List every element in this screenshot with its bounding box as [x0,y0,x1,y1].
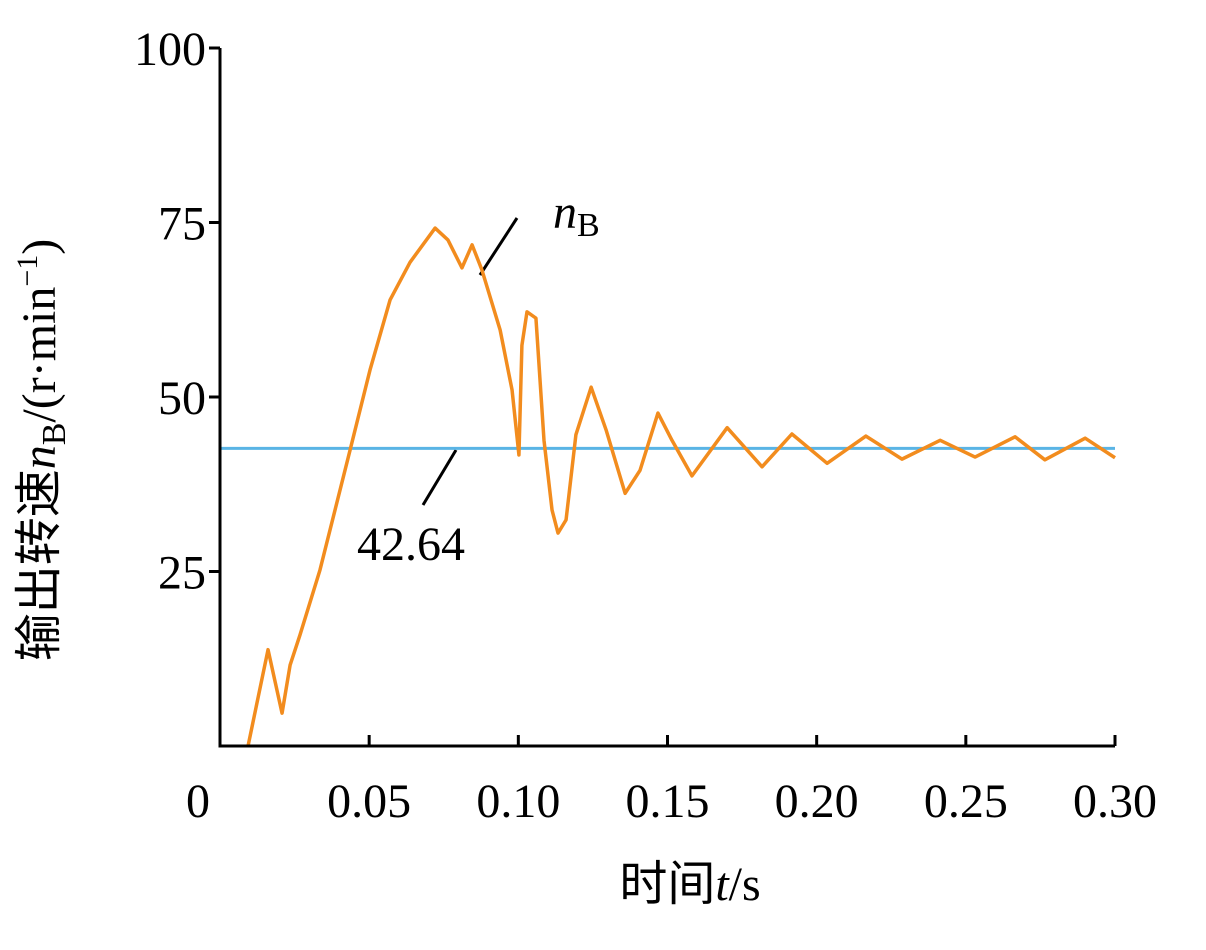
reference-leader [421,449,458,506]
x-tick-label: 0.30 [1073,775,1157,828]
y-label-part: 输出转速 [13,469,66,661]
series-leader [478,217,519,276]
x-label-part: 时间 [619,858,715,911]
x-tick-label: 0 [186,775,210,828]
y-label-part: −1 [11,255,44,287]
data-line [246,226,1116,747]
y-tick-label: 25 [158,547,206,600]
series-label: nB [553,186,600,244]
x-label-part: t [715,858,730,911]
reference-label: 42.64 [357,518,465,571]
x-axis-label: 时间t/s [619,858,760,911]
y-label-part: ) [13,239,66,255]
y-tick-label: 75 [158,198,206,251]
y-tick-label: 50 [158,372,206,425]
series-label-part: B [577,207,600,244]
y-axis-label: 输出转速nB/(r·min−1) [11,239,73,662]
y-tick-label: 100 [134,23,206,76]
series-label-part: n [553,186,577,239]
y-label-part: B [36,423,73,446]
y-label-part: /(r·min [13,287,66,423]
x-tick-label: 0.10 [476,775,560,828]
x-tick-label: 0.25 [924,775,1008,828]
x-tick-label: 0.20 [775,775,859,828]
y-label-part: n [13,445,66,469]
x-label-part: /s [729,858,761,911]
x-tick-label: 0.15 [626,775,710,828]
x-tick-label: 0.05 [327,775,411,828]
